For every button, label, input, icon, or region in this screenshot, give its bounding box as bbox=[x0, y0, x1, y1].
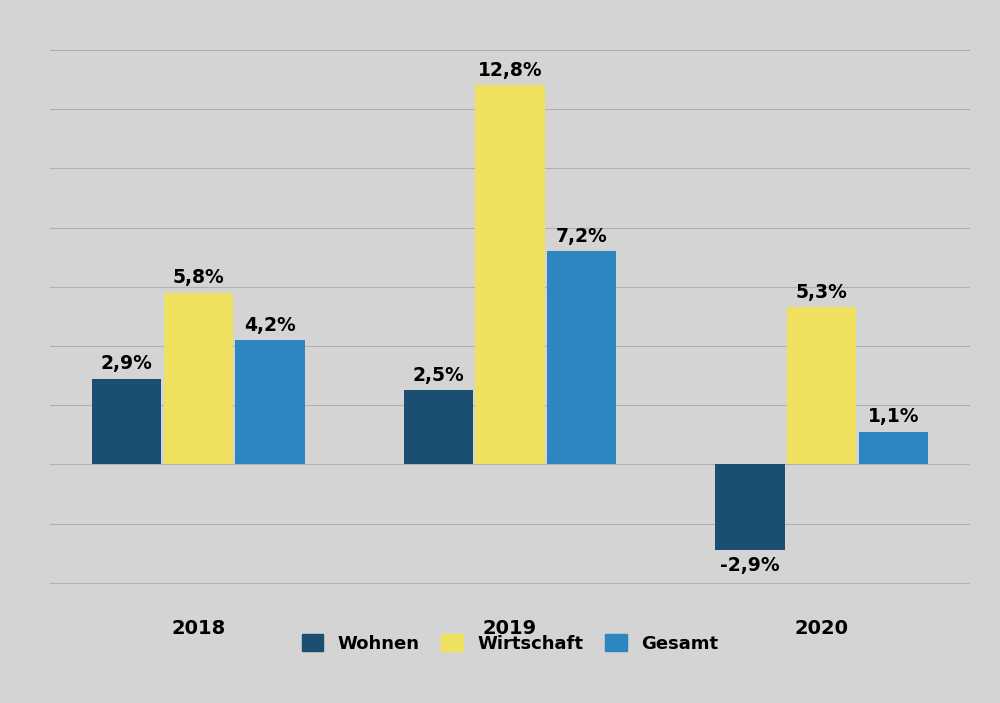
Text: 12,8%: 12,8% bbox=[478, 61, 542, 80]
Bar bbox=[859, 432, 928, 465]
Bar bbox=[787, 307, 856, 465]
Bar bbox=[547, 251, 616, 465]
Text: 5,8%: 5,8% bbox=[172, 269, 224, 288]
Text: 1,1%: 1,1% bbox=[868, 408, 919, 427]
Text: 2,5%: 2,5% bbox=[412, 366, 464, 385]
Bar bbox=[475, 86, 545, 465]
Text: 5,3%: 5,3% bbox=[796, 283, 848, 302]
Text: 4,2%: 4,2% bbox=[244, 316, 296, 335]
Bar bbox=[404, 390, 473, 465]
Text: 7,2%: 7,2% bbox=[556, 227, 608, 246]
Text: 2,9%: 2,9% bbox=[101, 354, 153, 373]
Bar bbox=[164, 292, 233, 465]
Legend: Wohnen, Wirtschaft, Gesamt: Wohnen, Wirtschaft, Gesamt bbox=[293, 625, 727, 662]
Bar bbox=[235, 340, 305, 465]
Text: -2,9%: -2,9% bbox=[720, 555, 780, 574]
Bar bbox=[92, 378, 161, 465]
Bar bbox=[715, 465, 785, 550]
